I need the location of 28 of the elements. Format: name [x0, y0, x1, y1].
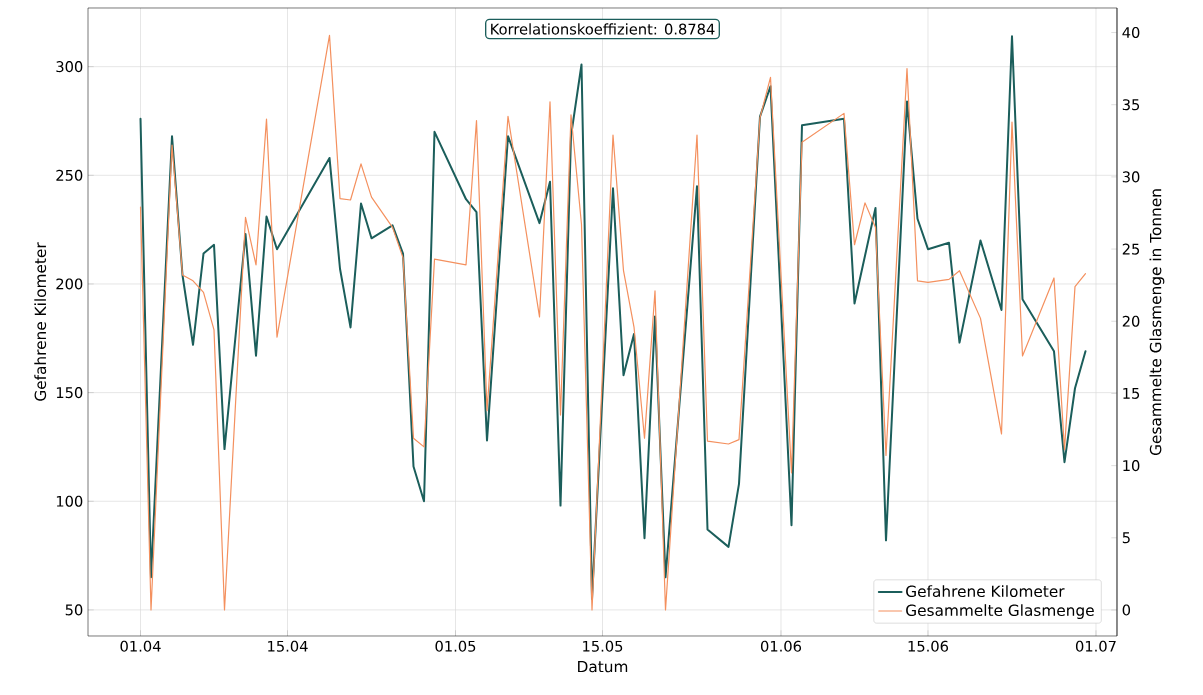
- y-tick-label: 100: [56, 495, 83, 507]
- y-tick-label: 250: [56, 169, 83, 181]
- x-tick-label: 01.05: [435, 640, 476, 652]
- x-tick-label: 01.04: [120, 640, 161, 652]
- y2-tick-label: 35: [1122, 99, 1140, 111]
- legend-label: Gefahrene Kilometer: [906, 585, 1065, 598]
- y-tick-label: 50: [65, 604, 83, 616]
- x-tick-label: 15.05: [583, 640, 623, 652]
- y-tick-label: 150: [56, 387, 83, 399]
- x-tick-label: 01.06: [760, 640, 802, 652]
- y2-tick-label: 5: [1122, 532, 1130, 544]
- y-tick-label: 200: [56, 278, 83, 290]
- y2-tick-label: 15: [1123, 388, 1140, 399]
- y-axis-title: Gefahrene Kilometer: [34, 242, 47, 401]
- y2-tick-label: 10: [1123, 460, 1140, 472]
- x-tick-label: 01.07: [1075, 640, 1116, 652]
- x-tick-label: 15.06: [908, 640, 949, 652]
- y2-tick-label: 40: [1122, 26, 1140, 39]
- y2-tick-label: 0: [1122, 604, 1131, 616]
- legend-label: Gesammelte Glasmenge: [906, 604, 1094, 619]
- annotation: Korrelationskoeffizient: 0.8784: [491, 23, 715, 35]
- y2-tick-label: 20: [1122, 315, 1140, 327]
- y2-tick-label: 25: [1122, 243, 1140, 255]
- y2-tick-label: 30: [1122, 171, 1140, 183]
- y2-axis-title: Gesammelte Glasmenge in Tonnen: [1149, 189, 1165, 456]
- y-tick-label: 300: [56, 61, 83, 73]
- x-tick-label: 15.04: [268, 640, 308, 652]
- x-axis-title: Datum: [578, 660, 628, 673]
